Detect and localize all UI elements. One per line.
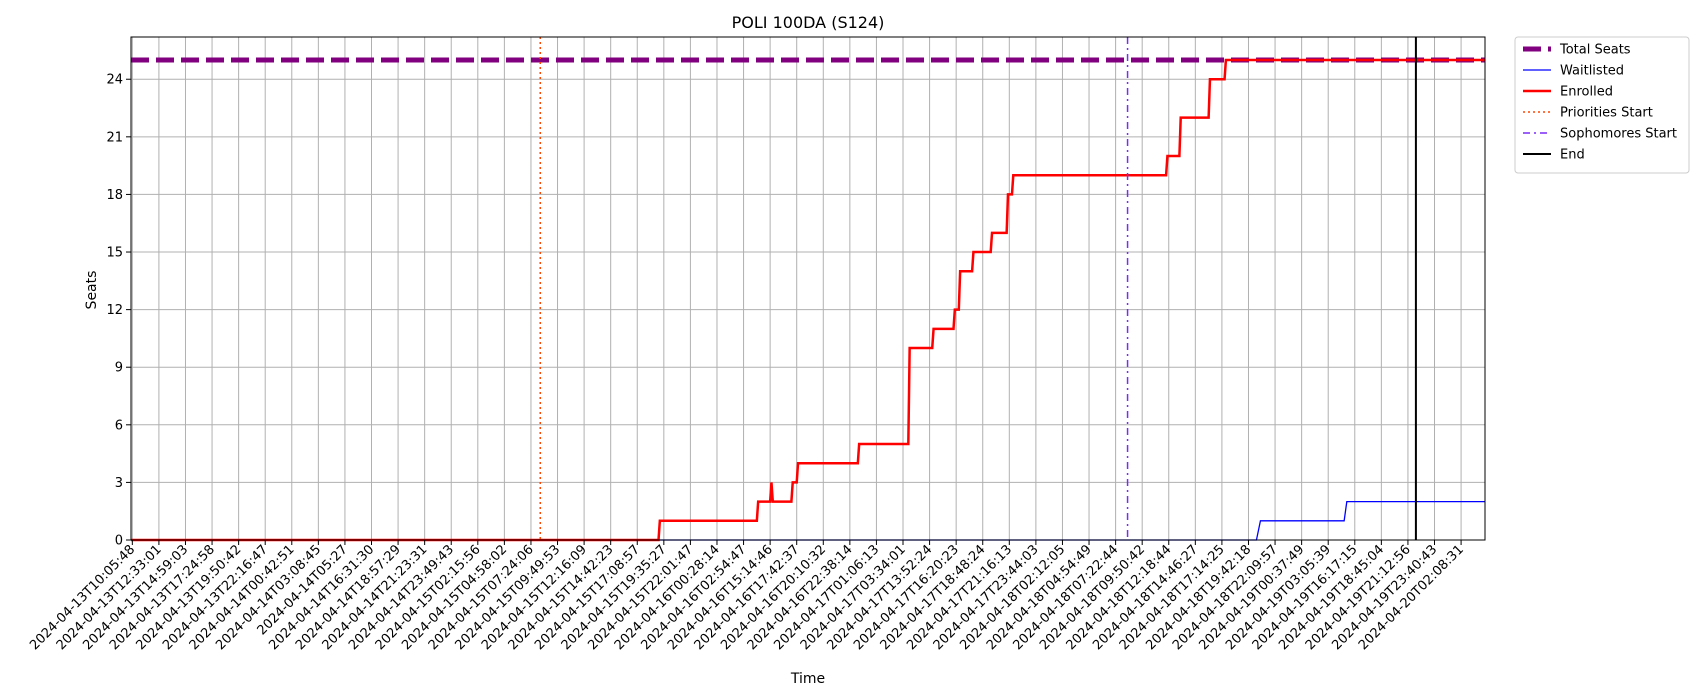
y-axis-label: Seats <box>84 271 100 310</box>
plot-area: 036912151821242024-04-13T10:05:482024-04… <box>27 36 1486 653</box>
y-tick-label: 3 <box>115 476 123 491</box>
y-tick-label: 6 <box>115 418 123 433</box>
series-waitlisted-line <box>131 500 1485 541</box>
legend: Total Seats Waitlisted Enrolled Priorities … <box>1514 36 1690 174</box>
y-tick-label: 24 <box>106 73 123 88</box>
y-tick-label: 18 <box>106 188 123 203</box>
legend-label: Sophomores Start <box>1560 127 1677 142</box>
legend-label: Enrolled <box>1560 85 1613 100</box>
y-tick-label: 15 <box>106 246 123 261</box>
series-enrolled-line <box>131 58 1485 542</box>
chart-title: POLI 100DA (S124) <box>732 13 885 32</box>
y-tick-label: 9 <box>115 361 123 376</box>
legend-label: Priorities Start <box>1560 106 1653 121</box>
legend-label: End <box>1560 148 1585 163</box>
y-tick-label: 21 <box>106 130 123 145</box>
legend-box <box>1514 36 1690 174</box>
plot-frame <box>130 36 1486 541</box>
legend-label: Waitlisted <box>1560 64 1624 79</box>
y-tick-label: 0 <box>115 534 123 549</box>
y-tick-label: 12 <box>106 303 123 318</box>
legend-label: Total Seats <box>1559 43 1631 58</box>
x-axis-label: Time <box>790 671 825 687</box>
